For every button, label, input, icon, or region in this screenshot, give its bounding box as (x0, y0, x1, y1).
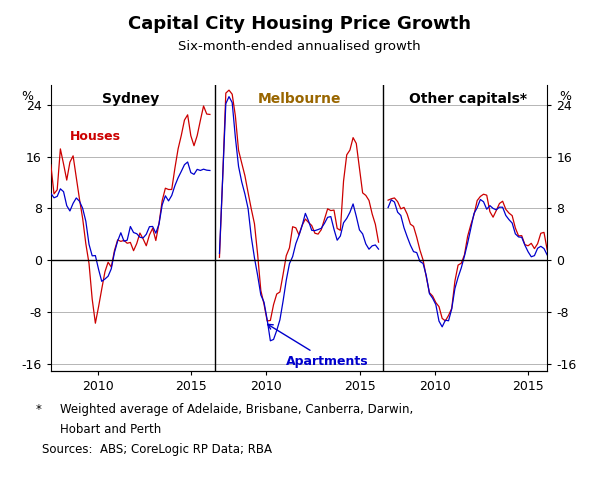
Text: %: % (559, 90, 571, 103)
Text: Capital City Housing Price Growth: Capital City Housing Price Growth (127, 15, 471, 33)
Text: Hobart and Perth: Hobart and Perth (60, 423, 161, 436)
Text: Sources:  ABS; CoreLogic RP Data; RBA: Sources: ABS; CoreLogic RP Data; RBA (42, 443, 272, 456)
Text: %: % (21, 90, 33, 103)
Text: Weighted average of Adelaide, Brisbane, Canberra, Darwin,: Weighted average of Adelaide, Brisbane, … (60, 403, 413, 416)
Text: Houses: Houses (70, 130, 121, 143)
Text: Melbourne: Melbourne (257, 92, 341, 106)
Text: Apartments: Apartments (268, 324, 369, 368)
Text: *: * (36, 403, 42, 416)
Text: Other capitals*: Other capitals* (408, 92, 527, 106)
Text: Sydney: Sydney (102, 92, 159, 106)
Text: Six-month-ended annualised growth: Six-month-ended annualised growth (178, 40, 420, 53)
